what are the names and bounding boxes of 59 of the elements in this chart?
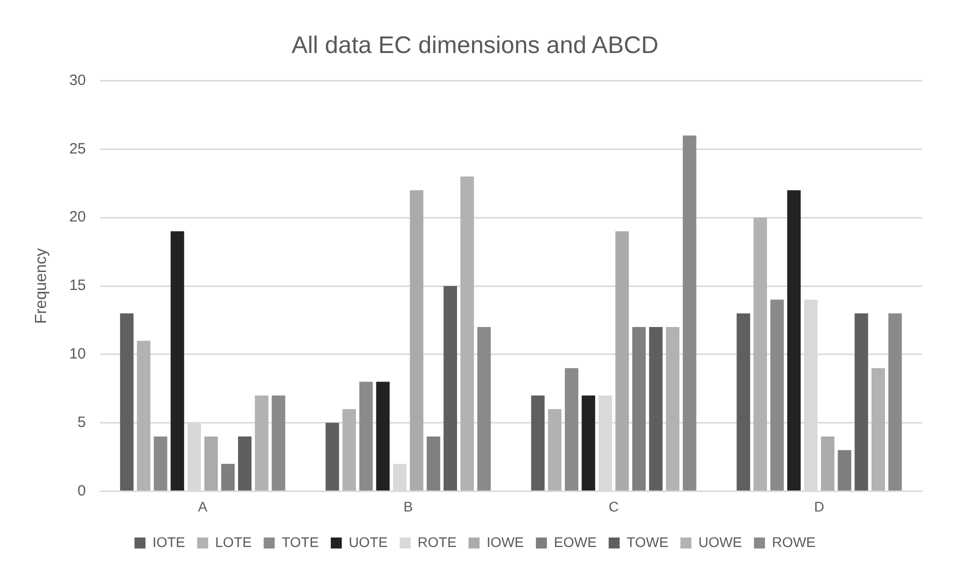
bar [410,190,424,490]
bar [770,300,784,490]
bar [120,313,134,490]
bar [682,136,696,490]
bar [154,436,168,490]
bar [342,409,356,490]
bar [460,176,474,490]
legend-label: ROWE [772,534,816,550]
legend-label: IOWE [486,534,524,550]
y-tick-label: 20 [69,208,86,226]
bar [666,327,680,490]
bar [444,286,458,490]
bar [221,464,235,490]
legend-label: UOWE [698,534,742,550]
chart-title: All data EC dimensions and ABCD [292,32,658,60]
bar [238,436,252,490]
bar [426,436,440,490]
y-tick-label: 5 [78,414,86,431]
y-axis-title: Frequency [33,248,50,324]
bar [204,436,218,490]
bar [854,313,868,490]
bar [754,218,767,490]
x-tick-label: D [814,498,824,514]
y-tick-label: 0 [78,482,86,500]
legend-label: LOTE [215,534,252,550]
y-tick-label: 10 [69,346,86,363]
legend-label: UOTE [348,534,388,550]
bar [838,450,852,490]
legend-label: TOTE [282,534,319,550]
x-tick-label: A [198,498,208,514]
bar [359,382,373,490]
bar [326,422,340,490]
bar [531,395,545,490]
bar [632,327,646,490]
bar [170,231,184,490]
bar [272,395,286,490]
bar [649,327,663,490]
bar [820,436,834,490]
bar [582,395,596,490]
y-tick-label: 30 [69,72,86,89]
legend-label: ROTE [418,534,457,550]
bar [787,190,801,490]
x-tick-label: B [404,498,413,514]
bar [548,409,562,490]
y-tick-label: 25 [69,140,86,158]
legend-label: IOTE [152,534,186,550]
bar [871,368,885,490]
bar [736,313,750,490]
x-tick-label: C [608,498,619,514]
bar [376,382,390,490]
bar [615,231,629,490]
legend-label: TOWE [626,534,668,550]
bar [477,327,491,490]
y-tick-label: 15 [69,277,86,294]
bar [254,395,268,490]
bar [888,313,902,490]
bar [564,368,578,490]
bar [136,340,150,490]
legend-label: EOWE [554,534,597,550]
